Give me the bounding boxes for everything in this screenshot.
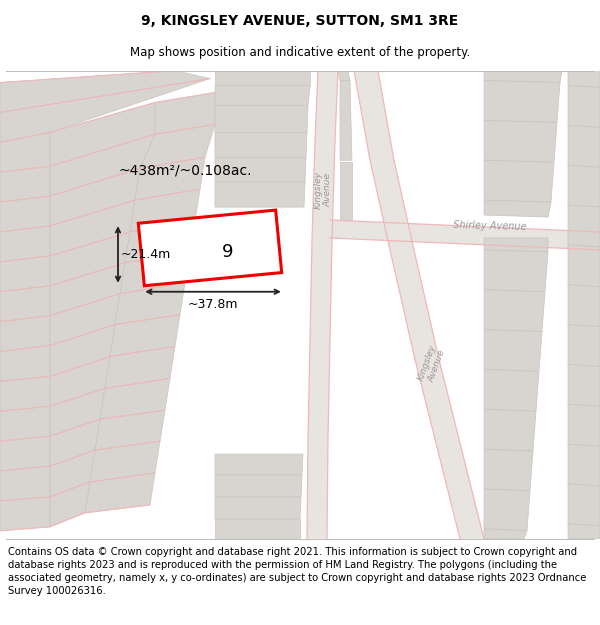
- Text: Shirley Avenue: Shirley Avenue: [453, 220, 527, 232]
- Polygon shape: [340, 162, 352, 220]
- Polygon shape: [0, 346, 50, 381]
- Polygon shape: [0, 226, 50, 262]
- Polygon shape: [0, 71, 210, 112]
- Polygon shape: [568, 71, 600, 88]
- Polygon shape: [307, 71, 338, 539]
- Polygon shape: [568, 364, 600, 406]
- Polygon shape: [215, 475, 302, 497]
- Polygon shape: [340, 81, 352, 160]
- Polygon shape: [0, 436, 50, 471]
- Polygon shape: [140, 124, 215, 168]
- Polygon shape: [135, 158, 205, 200]
- Polygon shape: [484, 409, 536, 451]
- Text: 9: 9: [222, 243, 234, 261]
- Polygon shape: [0, 497, 50, 531]
- Polygon shape: [105, 346, 175, 388]
- Polygon shape: [110, 314, 180, 356]
- Polygon shape: [568, 404, 600, 446]
- Polygon shape: [50, 294, 120, 346]
- Polygon shape: [50, 232, 130, 286]
- Polygon shape: [484, 250, 548, 292]
- Polygon shape: [215, 158, 306, 182]
- Polygon shape: [0, 406, 50, 441]
- Polygon shape: [484, 449, 533, 491]
- Polygon shape: [50, 450, 95, 497]
- Text: ~37.8m: ~37.8m: [188, 298, 238, 311]
- Polygon shape: [215, 86, 310, 106]
- Polygon shape: [0, 79, 210, 142]
- Polygon shape: [50, 168, 140, 226]
- Text: ~21.4m: ~21.4m: [121, 248, 171, 261]
- Text: Contains OS data © Crown copyright and database right 2021. This information is : Contains OS data © Crown copyright and d…: [8, 547, 586, 596]
- Polygon shape: [0, 166, 50, 202]
- Polygon shape: [215, 106, 308, 132]
- Polygon shape: [50, 134, 155, 196]
- Polygon shape: [484, 329, 542, 371]
- Polygon shape: [138, 210, 282, 286]
- Polygon shape: [215, 132, 307, 158]
- Text: Kingsley
Avenue: Kingsley Avenue: [313, 171, 332, 209]
- Polygon shape: [215, 519, 300, 539]
- Polygon shape: [215, 454, 303, 475]
- Polygon shape: [50, 419, 100, 466]
- Polygon shape: [50, 200, 135, 256]
- Polygon shape: [568, 126, 600, 168]
- Polygon shape: [130, 189, 200, 232]
- Polygon shape: [568, 484, 600, 526]
- Text: 9, KINGSLEY AVENUE, SUTTON, SM1 3RE: 9, KINGSLEY AVENUE, SUTTON, SM1 3RE: [142, 14, 458, 28]
- Polygon shape: [215, 497, 301, 519]
- Polygon shape: [484, 290, 545, 332]
- Polygon shape: [568, 285, 600, 327]
- Polygon shape: [50, 324, 115, 376]
- Polygon shape: [354, 71, 484, 539]
- Polygon shape: [50, 263, 125, 316]
- Polygon shape: [484, 71, 562, 82]
- Polygon shape: [50, 356, 110, 406]
- Polygon shape: [100, 378, 170, 419]
- Polygon shape: [90, 441, 160, 482]
- Polygon shape: [338, 71, 350, 81]
- Polygon shape: [115, 282, 185, 324]
- Polygon shape: [0, 196, 50, 232]
- Polygon shape: [0, 286, 50, 322]
- Polygon shape: [568, 86, 600, 127]
- Polygon shape: [0, 316, 50, 351]
- Polygon shape: [568, 165, 600, 207]
- Polygon shape: [484, 529, 527, 539]
- Polygon shape: [0, 466, 50, 501]
- Polygon shape: [85, 473, 155, 513]
- Polygon shape: [484, 160, 554, 202]
- Polygon shape: [330, 220, 600, 250]
- Polygon shape: [120, 252, 190, 294]
- Polygon shape: [95, 410, 165, 450]
- Polygon shape: [484, 200, 551, 217]
- Polygon shape: [568, 205, 600, 247]
- Polygon shape: [215, 71, 310, 86]
- Polygon shape: [50, 102, 155, 166]
- Polygon shape: [484, 489, 530, 531]
- Polygon shape: [155, 92, 215, 134]
- Polygon shape: [568, 324, 600, 366]
- Polygon shape: [484, 121, 557, 162]
- Text: Kingsley
Avenue: Kingsley Avenue: [416, 343, 448, 386]
- Polygon shape: [125, 221, 195, 263]
- Polygon shape: [568, 245, 600, 287]
- Polygon shape: [484, 81, 560, 122]
- Text: Map shows position and indicative extent of the property.: Map shows position and indicative extent…: [130, 46, 470, 59]
- Polygon shape: [0, 376, 50, 411]
- Polygon shape: [0, 256, 50, 292]
- Text: ~438m²/~0.108ac.: ~438m²/~0.108ac.: [118, 163, 252, 177]
- Polygon shape: [568, 524, 600, 539]
- Polygon shape: [568, 444, 600, 486]
- Polygon shape: [50, 388, 105, 436]
- Polygon shape: [0, 132, 50, 173]
- Polygon shape: [484, 369, 539, 411]
- Polygon shape: [484, 238, 548, 252]
- Polygon shape: [215, 182, 305, 207]
- Polygon shape: [50, 482, 90, 527]
